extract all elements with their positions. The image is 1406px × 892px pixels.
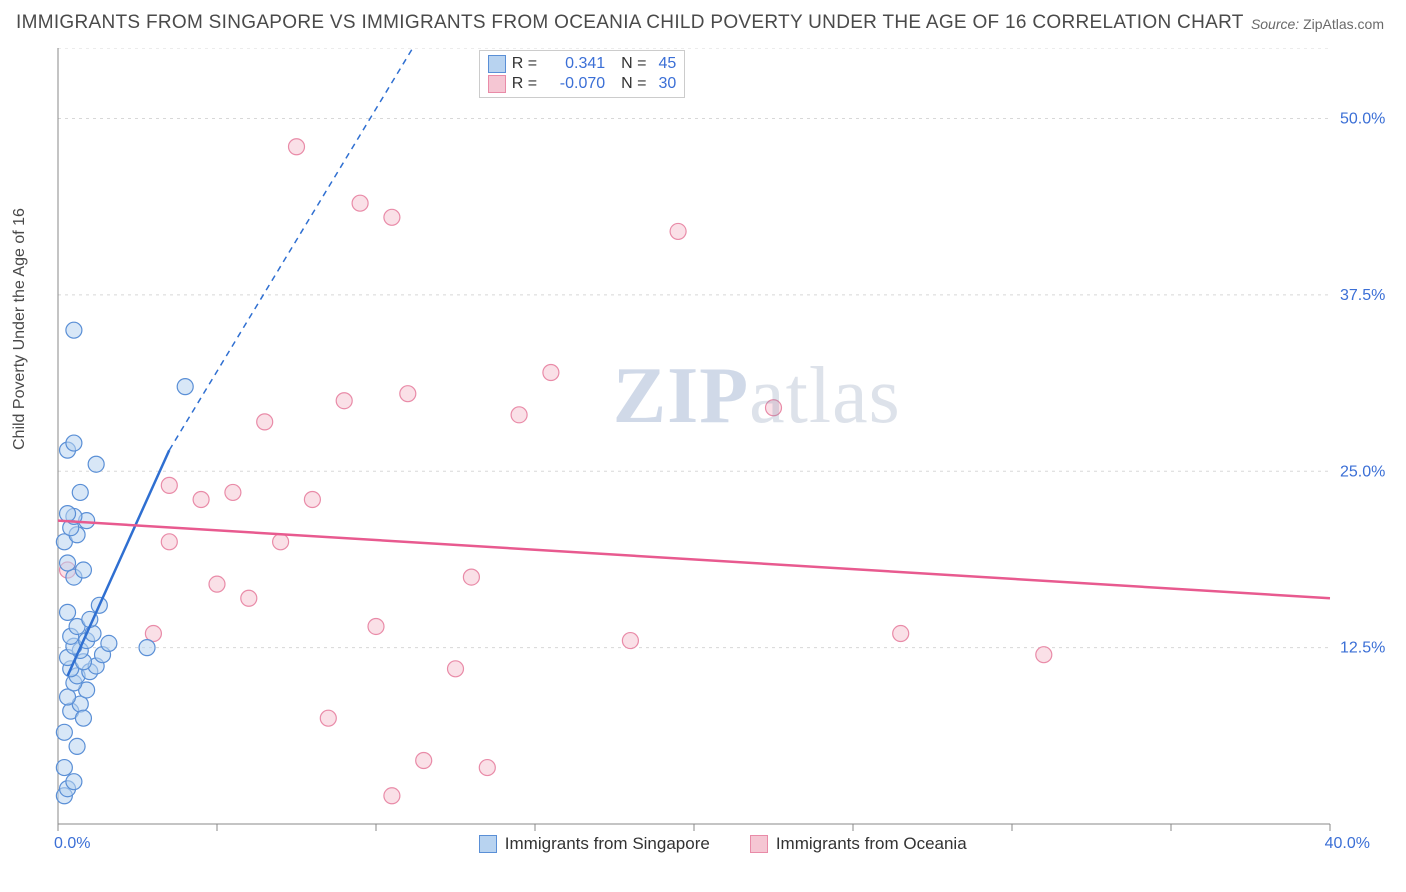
scatter-plot-svg: 12.5% 25.0% 37.5% 50.0% 0.0% 40.0% xyxy=(50,44,1390,852)
legend-item-series2: Immigrants from Oceania xyxy=(750,834,967,854)
r-value-2: -0.070 xyxy=(549,75,605,93)
legend-row-series2: R = -0.070 N = 30 xyxy=(488,75,676,93)
svg-text:37.5%: 37.5% xyxy=(1340,287,1385,304)
y-axis-label: Child Poverty Under the Age of 16 xyxy=(11,208,29,450)
swatch-series1-bottom xyxy=(479,835,497,853)
svg-text:12.5%: 12.5% xyxy=(1340,640,1385,657)
legend-row-series1: R = 0.341 N = 45 xyxy=(488,55,676,73)
n-label-2: N = xyxy=(621,75,646,93)
svg-text:50.0%: 50.0% xyxy=(1340,111,1385,128)
swatch-series2 xyxy=(488,75,506,93)
source-value: ZipAtlas.com xyxy=(1303,16,1384,32)
chart-area: 12.5%25.0%37.5%50.0%0.0%40.0% ZIPatlas R… xyxy=(50,44,1390,852)
r-label-1: R = xyxy=(512,55,537,73)
legend-item-series1: Immigrants from Singapore xyxy=(479,834,710,854)
svg-text:25.0%: 25.0% xyxy=(1340,463,1385,480)
series-legend: Immigrants from Singapore Immigrants fro… xyxy=(479,834,967,854)
r-value-1: 0.341 xyxy=(549,55,605,73)
series1-name: Immigrants from Singapore xyxy=(505,834,710,854)
n-value-2: 30 xyxy=(658,75,676,93)
swatch-series1 xyxy=(488,55,506,73)
source-attribution: Source: ZipAtlas.com xyxy=(1251,16,1384,32)
correlation-legend: R = 0.341 N = 45 R = -0.070 N = 30 xyxy=(479,50,685,98)
svg-text:0.0%: 0.0% xyxy=(54,835,90,852)
series2-name: Immigrants from Oceania xyxy=(776,834,967,854)
svg-text:40.0%: 40.0% xyxy=(1325,835,1370,852)
chart-title: IMMIGRANTS FROM SINGAPORE VS IMMIGRANTS … xyxy=(16,12,1244,34)
swatch-series2-bottom xyxy=(750,835,768,853)
source-label: Source: xyxy=(1251,16,1299,32)
r-label-2: R = xyxy=(512,75,537,93)
n-label-1: N = xyxy=(621,55,646,73)
n-value-1: 45 xyxy=(658,55,676,73)
